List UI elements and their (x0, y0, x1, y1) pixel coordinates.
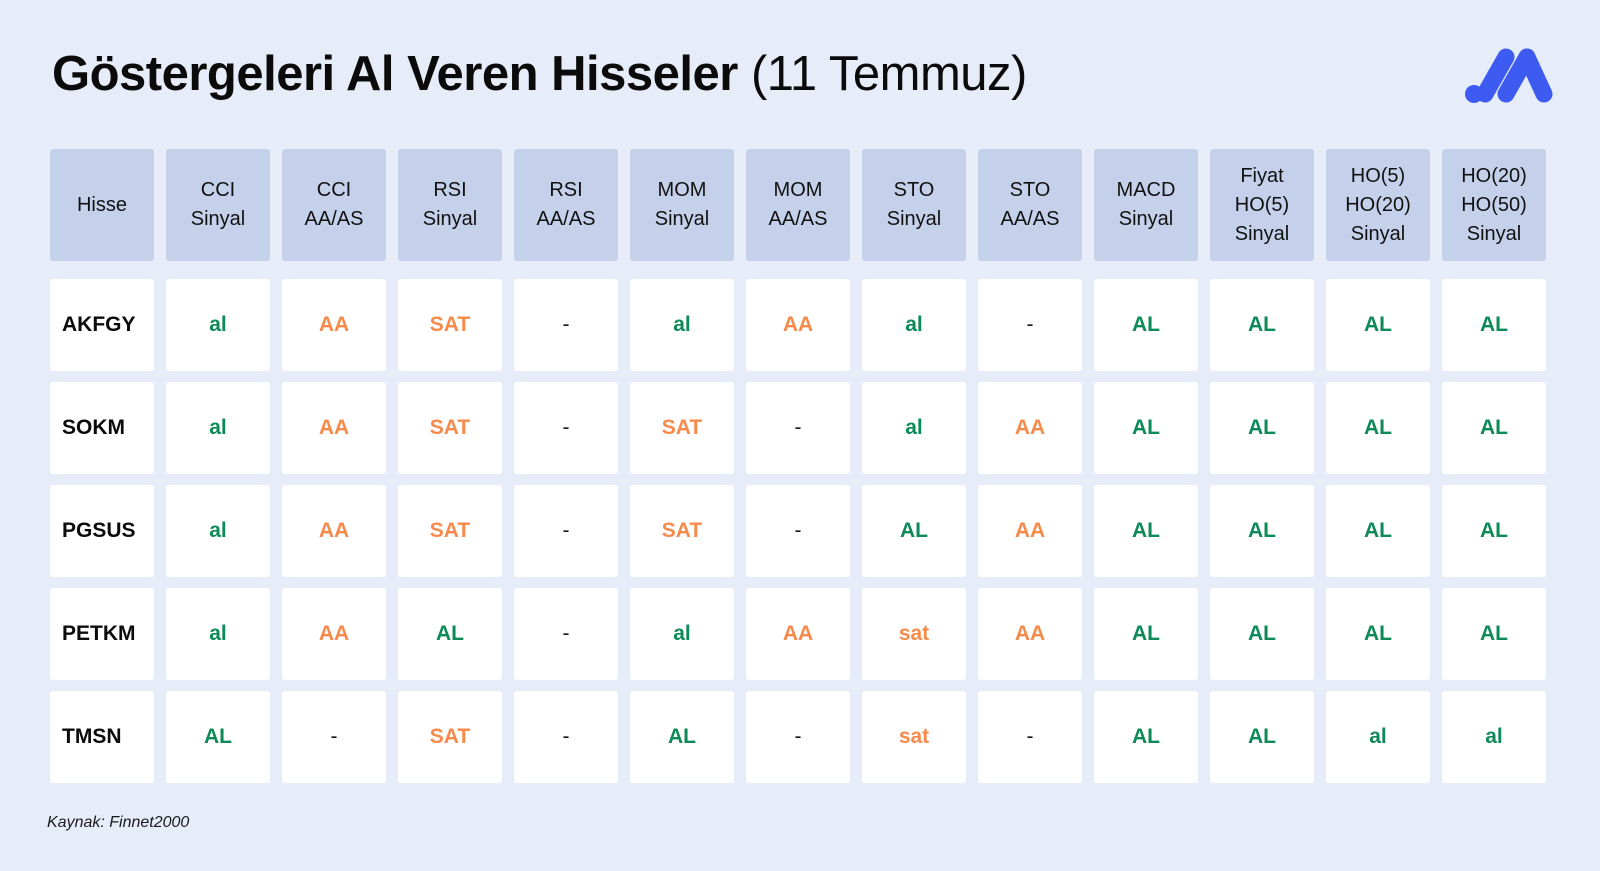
column-header: STO Sinyal (862, 149, 966, 261)
signal-cell: AL (1210, 485, 1314, 577)
signal-cell: AA (746, 279, 850, 371)
signal-cell: SAT (630, 382, 734, 474)
column-header: STO AA/AS (978, 149, 1082, 261)
column-header: HO(5) HO(20) Sinyal (1326, 149, 1430, 261)
signal-cell: - (514, 588, 618, 680)
signal-cell: AL (1326, 382, 1430, 474)
signal-cell: AA (282, 382, 386, 474)
signal-cell: AL (1094, 382, 1198, 474)
signal-cell: AL (1094, 485, 1198, 577)
signal-cell: AA (282, 279, 386, 371)
stock-name-cell: PGSUS (50, 485, 154, 577)
signal-cell: AL (1326, 588, 1430, 680)
signal-cell: AL (1210, 382, 1314, 474)
signal-cell: al (166, 485, 270, 577)
signal-cell: al (862, 382, 966, 474)
signal-cell: - (746, 485, 850, 577)
signal-cell: al (166, 382, 270, 474)
signal-cell: SAT (398, 279, 502, 371)
signal-cell: al (630, 279, 734, 371)
source-note: Kaynak: Finnet2000 (47, 814, 190, 831)
signal-cell: SAT (398, 691, 502, 783)
signal-cell: sat (862, 691, 966, 783)
signal-cell: AL (1442, 382, 1546, 474)
signal-cell: AL (1326, 485, 1430, 577)
signal-cell: AL (1210, 588, 1314, 680)
signal-cell: al (862, 279, 966, 371)
column-header: CCI AA/AS (282, 149, 386, 261)
brand-m-logo-icon (1465, 48, 1553, 103)
signal-cell: al (1326, 691, 1430, 783)
stock-name-cell: TMSN (50, 691, 154, 783)
column-header: Fiyat HO(5) Sinyal (1210, 149, 1314, 261)
signal-cell: sat (862, 588, 966, 680)
column-header: CCI Sinyal (166, 149, 270, 261)
signal-cell: - (978, 691, 1082, 783)
column-header: RSI AA/AS (514, 149, 618, 261)
signal-cell: AA (746, 588, 850, 680)
signal-cell: al (630, 588, 734, 680)
column-header: Hisse (50, 149, 154, 261)
signal-cell: AL (1442, 485, 1546, 577)
signal-cell: AL (1094, 691, 1198, 783)
column-header: RSI Sinyal (398, 149, 502, 261)
signal-cell: - (282, 691, 386, 783)
signal-cell: al (1442, 691, 1546, 783)
signal-cell: AA (282, 485, 386, 577)
signal-cell: AL (1210, 691, 1314, 783)
signal-cell: AL (630, 691, 734, 783)
signal-cell: AL (1210, 279, 1314, 371)
signal-cell: - (514, 691, 618, 783)
signal-cell: SAT (398, 382, 502, 474)
column-header: MOM Sinyal (630, 149, 734, 261)
title-main: Göstergeleri Al Veren Hisseler (52, 47, 738, 101)
signal-cell: AL (398, 588, 502, 680)
signal-cell: AL (1094, 279, 1198, 371)
signal-cell: AL (862, 485, 966, 577)
signal-cell: - (514, 485, 618, 577)
signal-cell: al (166, 588, 270, 680)
signal-cell: AL (1442, 279, 1546, 371)
signal-cell: AA (282, 588, 386, 680)
stock-name-cell: PETKM (50, 588, 154, 680)
signal-cell: AL (1442, 588, 1546, 680)
signal-cell: AL (1326, 279, 1430, 371)
signal-cell: AL (166, 691, 270, 783)
signal-cell: AA (978, 588, 1082, 680)
signal-table: Hisse CCI Sinyal CCI AA/AS RSI Sinyal RSI AA… (50, 149, 1546, 794)
signal-cell: AA (978, 485, 1082, 577)
stock-name-cell: SOKM (50, 382, 154, 474)
signal-cell: - (978, 279, 1082, 371)
stock-name-cell: AKFGY (50, 279, 154, 371)
column-header: MOM AA/AS (746, 149, 850, 261)
signal-cell: al (166, 279, 270, 371)
signal-cell: AL (1094, 588, 1198, 680)
title-date: (11 Temmuz) (750, 47, 1027, 101)
signal-cell: SAT (398, 485, 502, 577)
signal-cell: - (514, 382, 618, 474)
signal-cell: AA (978, 382, 1082, 474)
signal-cell: - (746, 691, 850, 783)
signal-cell: - (514, 279, 618, 371)
column-header: MACD Sinyal (1094, 149, 1198, 261)
column-header: HO(20) HO(50) Sinyal (1442, 149, 1546, 261)
signal-cell: - (746, 382, 850, 474)
page-title: Göstergeleri Al Veren Hisseler (11 Temmu… (52, 44, 1027, 104)
signal-cell: SAT (630, 485, 734, 577)
